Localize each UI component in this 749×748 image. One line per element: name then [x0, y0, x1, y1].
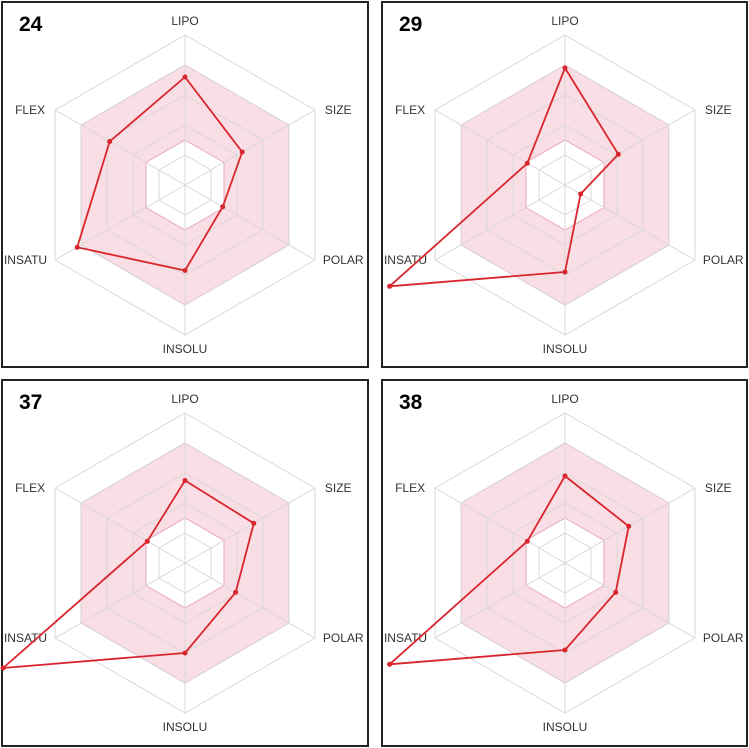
axis-label-insolu: INSOLU [163, 342, 208, 356]
data-point-insolu [182, 650, 188, 656]
axis-spoke [564, 184, 696, 261]
axis-label-insolu: INSOLU [543, 342, 588, 356]
axis-label-insatu: INSATU [384, 253, 427, 267]
axis-spoke [54, 487, 186, 564]
axis-label-size: SIZE [705, 103, 732, 117]
radar-chart-3: LIPO SIZE POLAR INSOLU INSATU FLEX [384, 392, 744, 734]
data-point-flex [524, 160, 530, 166]
data-point-polar [220, 204, 226, 210]
radar-chart-2: LIPO SIZE POLAR INSOLU INSATU FLEX [0, 392, 364, 734]
compound-id: 37 [19, 391, 43, 414]
axis-spoke [434, 562, 566, 639]
compound-id: 29 [399, 13, 423, 36]
data-point-flex [107, 139, 113, 144]
axis-spoke [54, 109, 186, 186]
axis-label-polar: POLAR [703, 253, 744, 267]
data-point-flex [524, 538, 530, 544]
data-point-insatu [387, 661, 393, 667]
compound-id: 38 [399, 391, 423, 414]
axis-spoke [434, 184, 566, 261]
data-point-polar [613, 589, 619, 595]
data-point-insatu [74, 244, 80, 250]
data-point-size [239, 149, 245, 155]
axis-label-flex: FLEX [395, 103, 425, 117]
data-point-lipo [182, 74, 188, 80]
axis-label-lipo: LIPO [171, 392, 198, 406]
axis-label-lipo: LIPO [551, 392, 578, 406]
axis-spoke [184, 184, 316, 261]
data-point-size [251, 520, 257, 526]
axis-label-lipo: LIPO [551, 14, 578, 28]
data-point-insolu [562, 269, 568, 275]
radar-chart-0: LIPO SIZE POLAR INSOLU INSATU FLEX [4, 14, 364, 356]
axis-label-polar: POLAR [323, 253, 364, 267]
axis-spoke [184, 487, 316, 564]
axis-spoke [54, 562, 186, 639]
axis-spoke [184, 109, 316, 186]
data-point-size [615, 151, 621, 157]
axis-label-insatu: INSATU [4, 631, 47, 645]
axis-label-size: SIZE [325, 103, 352, 117]
axis-spoke [184, 562, 316, 639]
data-point-insatu [0, 665, 6, 671]
axis-spoke [434, 109, 566, 186]
data-point-size [626, 523, 632, 529]
axis-label-insatu: INSATU [4, 253, 47, 267]
axis-spoke [564, 562, 696, 639]
data-point-polar [578, 191, 584, 197]
axis-label-size: SIZE [705, 481, 732, 495]
axis-label-lipo: LIPO [171, 14, 198, 28]
axis-label-size: SIZE [325, 481, 352, 495]
data-point-flex [144, 538, 150, 544]
data-point-lipo [562, 473, 568, 479]
data-point-polar [233, 589, 239, 595]
axis-label-polar: POLAR [703, 631, 744, 645]
compound-id: 24 [19, 13, 43, 36]
data-point-lipo [182, 478, 188, 483]
data-point-insolu [182, 268, 188, 273]
data-point-insolu [562, 647, 568, 653]
data-point-lipo [562, 65, 568, 71]
axis-label-flex: FLEX [15, 103, 45, 117]
axis-spoke [564, 109, 696, 186]
axis-label-polar: POLAR [323, 631, 364, 645]
axis-label-insolu: INSOLU [163, 720, 208, 734]
data-point-insatu [387, 283, 393, 289]
axis-label-flex: FLEX [15, 481, 45, 495]
axis-label-insolu: INSOLU [543, 720, 588, 734]
axis-spoke [434, 487, 566, 564]
axis-label-insatu: INSATU [384, 631, 427, 645]
radar-chart-1: LIPO SIZE POLAR INSOLU INSATU FLEX [384, 14, 744, 356]
axis-label-flex: FLEX [395, 481, 425, 495]
